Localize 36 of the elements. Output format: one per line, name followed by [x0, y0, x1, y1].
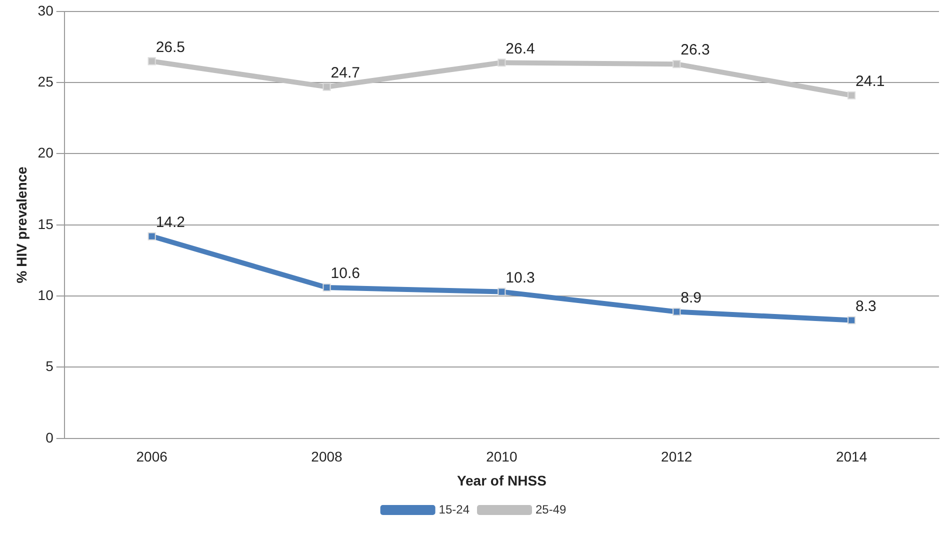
x-tick-label: 2010 [486, 448, 518, 465]
data-label: 26.5 [156, 38, 186, 56]
point [672, 308, 681, 316]
y-tick-label: 5 [46, 358, 54, 374]
data-label: 24.7 [330, 64, 360, 82]
point [848, 91, 856, 100]
y-axis-title: % HIV prevalence [13, 166, 30, 284]
point [322, 82, 331, 91]
x-tick-label: 2008 [311, 448, 343, 465]
legend-label: 25-49 [536, 502, 567, 516]
y-tick-label: 30 [38, 2, 54, 18]
y-tick-label: 25 [38, 73, 54, 90]
data-label: 26.4 [506, 40, 535, 58]
data-label: 24.1 [856, 73, 885, 90]
x-tick-label: 2006 [136, 448, 168, 465]
data-label: 10.3 [506, 269, 535, 286]
data-label: 8.9 [680, 289, 702, 306]
point [848, 316, 856, 324]
x-axis-title: Year of NHSS [456, 472, 546, 488]
point [498, 288, 506, 296]
legend-label: 15-24 [438, 502, 470, 516]
data-label: 10.6 [330, 265, 360, 282]
point [498, 58, 506, 67]
data-label: 14.2 [156, 214, 186, 231]
point [322, 283, 331, 292]
x-tick-label: 2012 [661, 448, 692, 465]
y-tick-label: 15 [38, 216, 54, 232]
data-label: 26.3 [680, 42, 710, 59]
point [148, 57, 156, 66]
y-tick-label: 10 [38, 286, 54, 303]
y-tick-label: 20 [38, 144, 54, 161]
point [148, 232, 156, 240]
point [672, 60, 681, 68]
y-tick-label: 0 [46, 429, 54, 446]
x-tick-label: 2014 [836, 448, 868, 465]
data-label: 8.3 [856, 298, 876, 315]
